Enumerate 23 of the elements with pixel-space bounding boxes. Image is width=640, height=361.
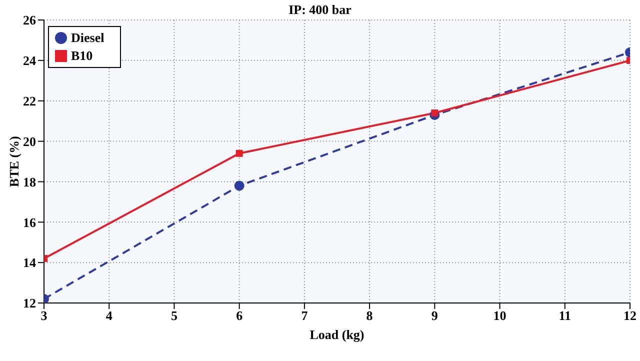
y-tick-label: 12 [23,296,36,311]
y-tick-label: 16 [23,214,36,230]
x-tick-label: 12 [624,308,636,324]
x-tick-label: 5 [170,308,178,324]
x-tick-label: 6 [236,308,244,324]
x-tick-label: 3 [40,308,48,324]
y-tick-label: 18 [23,174,36,190]
y-tick-label: 22 [23,93,36,108]
chart-title: IP: 400 bar [288,2,352,17]
y-tick-label: 20 [23,134,36,149]
x-tick-label: 10 [493,308,506,324]
legend-label: Diesel [71,30,104,45]
x-tick-label: 4 [106,308,113,324]
y-tick-label: 14 [23,255,36,270]
x-tick-label: 11 [558,308,572,324]
y-tick-label: 26 [23,12,36,28]
y-axis-title: BTE (%) [6,136,22,187]
x-tick-label: 7 [301,308,308,324]
y-tick-label: 24 [23,53,36,68]
x-axis-title: Load (kg) [310,327,364,342]
legend-label: B10 [71,48,93,63]
x-tick-label: 9 [431,308,438,324]
x-tick-label: 8 [366,308,374,324]
